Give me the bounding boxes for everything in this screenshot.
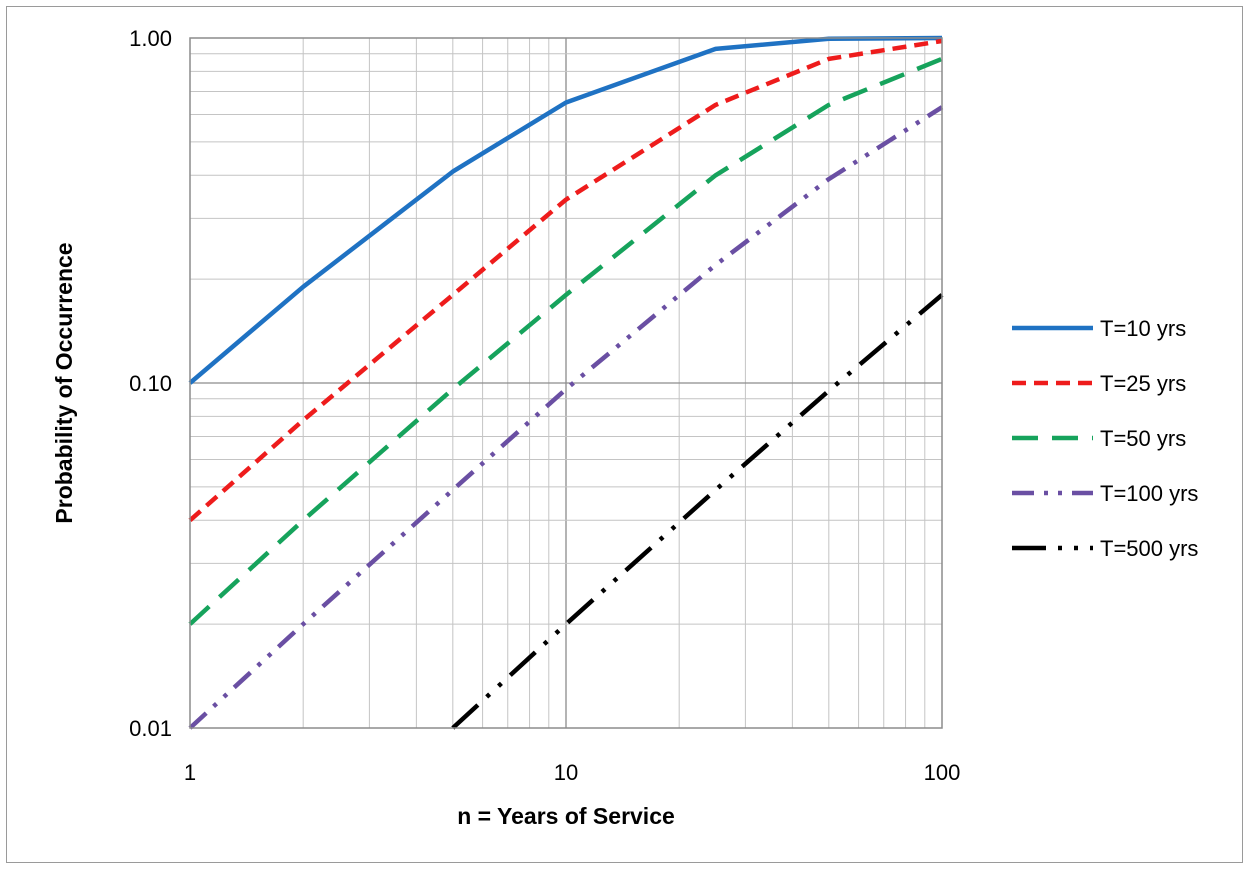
series-line: [451, 293, 944, 730]
y-axis-title: Probability of Occurrence: [51, 242, 77, 523]
x-tick-label: 1: [184, 760, 196, 785]
series-line: [188, 35, 943, 385]
x-axis-ticks: 1 10 100: [184, 760, 960, 785]
series-line: [188, 105, 944, 730]
x-axis-title: n = Years of Service: [457, 803, 675, 829]
series-lines: [188, 35, 944, 730]
legend-label: T=500 yrs: [1100, 536, 1198, 561]
x-tick-label: 10: [554, 760, 578, 785]
x-tick-label: 100: [924, 760, 961, 785]
plot-border: [189, 37, 943, 729]
chart-frame: [6, 6, 1243, 863]
y-tick-label: 1.00: [129, 26, 172, 51]
y-tick-label: 0.01: [129, 716, 172, 741]
y-tick-label: 0.10: [129, 371, 172, 396]
legend-label: T=10 yrs: [1100, 316, 1186, 341]
legend-label: T=25 yrs: [1100, 371, 1186, 396]
grid: [190, 38, 942, 728]
series-line: [188, 38, 943, 522]
legend-label: T=100 yrs: [1100, 481, 1198, 506]
legend-label: T=50 yrs: [1100, 426, 1186, 451]
y-axis-ticks: 0.01 0.10 1.00: [129, 26, 172, 741]
series-line: [188, 56, 943, 626]
legend: T=10 yrs T=25 yrs T=50 yrs T=100 yrs T=500 y…: [1012, 316, 1198, 561]
